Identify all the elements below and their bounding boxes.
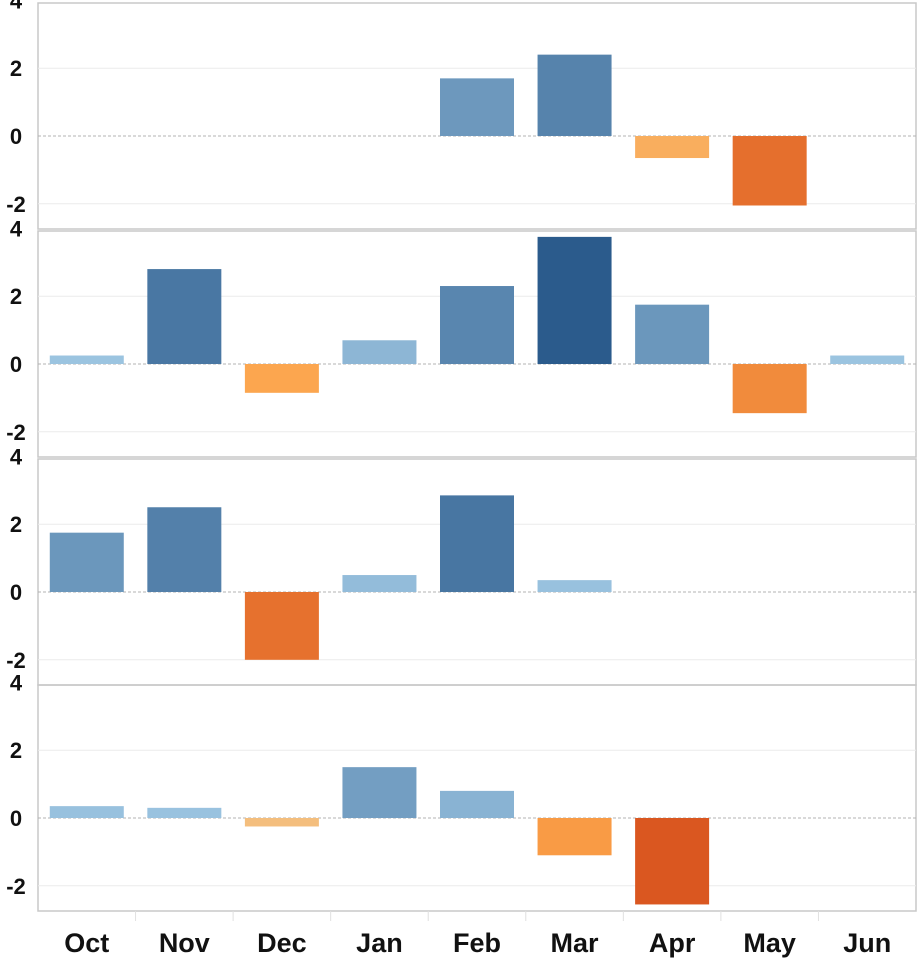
bar bbox=[732, 136, 807, 206]
x-tick-label: Feb bbox=[453, 928, 501, 958]
bar bbox=[537, 54, 612, 136]
bar bbox=[342, 340, 417, 364]
bar bbox=[342, 575, 417, 592]
x-tick-label: Nov bbox=[159, 928, 210, 958]
bar bbox=[49, 355, 124, 364]
bar bbox=[635, 818, 710, 905]
y-tick-label: -2 bbox=[6, 874, 26, 899]
panel-frame bbox=[37, 684, 917, 912]
bar bbox=[147, 807, 222, 818]
bar bbox=[244, 592, 319, 660]
y-tick-label: 0 bbox=[10, 124, 22, 149]
y-tick-label: 4 bbox=[10, 670, 23, 695]
y-tick-label: -2 bbox=[6, 192, 26, 217]
y-tick-label: -2 bbox=[6, 648, 26, 673]
bar bbox=[440, 286, 514, 364]
y-tick-label: 2 bbox=[10, 284, 22, 309]
y-tick-label: 0 bbox=[10, 352, 22, 377]
bar bbox=[635, 136, 710, 159]
y-tick-label: 4 bbox=[10, 216, 23, 241]
bar bbox=[537, 236, 612, 364]
x-tick-label: Apr bbox=[649, 928, 696, 958]
bar bbox=[147, 507, 222, 592]
bar bbox=[244, 364, 319, 393]
bar bbox=[49, 806, 124, 818]
bar bbox=[635, 304, 710, 364]
x-tick-label: Jun bbox=[843, 928, 891, 958]
bar bbox=[537, 580, 612, 592]
bar bbox=[537, 818, 612, 856]
bar bbox=[147, 269, 222, 364]
bar bbox=[440, 790, 514, 818]
x-tick-label: Dec bbox=[257, 928, 307, 958]
x-tick-label: Oct bbox=[64, 928, 109, 958]
y-tick-label: 2 bbox=[10, 512, 22, 537]
y-tick-label: -2 bbox=[6, 420, 26, 445]
bar bbox=[440, 78, 514, 136]
y-tick-label: 0 bbox=[10, 806, 22, 831]
x-tick-label: May bbox=[743, 928, 796, 958]
bar bbox=[830, 355, 905, 364]
bar bbox=[49, 532, 124, 592]
y-tick-label: 0 bbox=[10, 580, 22, 605]
y-tick-label: 4 bbox=[10, 444, 23, 469]
y-tick-label: 4 bbox=[10, 0, 23, 13]
panel-frame bbox=[37, 2, 917, 230]
bar bbox=[440, 495, 514, 592]
y-tick-label: 2 bbox=[10, 738, 22, 763]
bar bbox=[244, 818, 319, 827]
bar bbox=[732, 364, 807, 414]
bar bbox=[342, 767, 417, 818]
panel-frame bbox=[37, 230, 917, 458]
y-tick-label: 2 bbox=[10, 56, 22, 81]
x-tick-label: Jan bbox=[356, 928, 403, 958]
x-tick-label: Mar bbox=[551, 928, 600, 958]
